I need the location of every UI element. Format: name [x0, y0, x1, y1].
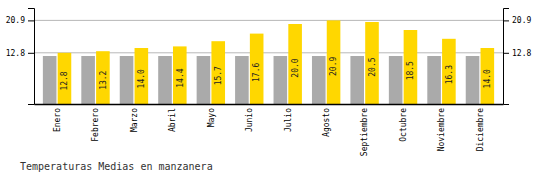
data-labels: 12.8 13.2 14.0 14.4 15.7 17.6 20.0 20.9 20.5 18.5…: [60, 57, 492, 91]
y2-tick-label: 12.8: [512, 49, 531, 58]
bar: [135, 48, 149, 104]
y2-tick: 20.9: [503, 16, 531, 25]
bar: [404, 30, 418, 104]
bar: [481, 48, 495, 104]
y2-tick: 12.8: [503, 49, 531, 58]
data-label: 16.3: [445, 65, 454, 84]
x-tick: Marzo: [130, 104, 139, 132]
x-tick: Febrero: [91, 104, 100, 142]
bar: [96, 51, 110, 104]
data-label: 15.7: [214, 66, 223, 85]
x-tick: Mayo: [207, 104, 216, 127]
bar: [312, 56, 326, 104]
x-tick-label: Junio: [245, 108, 254, 132]
bar: [327, 20, 341, 104]
bar: [158, 56, 172, 104]
x-tick-label: Enero: [53, 108, 62, 132]
bar: [235, 56, 249, 104]
y-tick-label: 20.9: [6, 16, 25, 25]
bar: [365, 22, 379, 104]
x-tick-label: Marzo: [130, 108, 139, 132]
y-tick: 12.8: [6, 49, 34, 58]
y-tick-mark: [28, 20, 34, 21]
data-label: 12.8: [60, 71, 69, 90]
bar: [197, 56, 211, 104]
y2-axis-line: [504, 9, 510, 105]
y-tick-mark: [28, 53, 34, 54]
x-tick-label: Mayo: [207, 108, 216, 127]
data-label: 14.4: [176, 68, 185, 87]
bar: [43, 56, 57, 104]
x-axis: Enero Febrero Marzo Abril Mayo Junio Julio Agos…: [35, 104, 504, 156]
data-label: 17.6: [252, 63, 261, 82]
x-tick-label: Septiembre: [360, 108, 369, 156]
x-tick: Septiembre: [360, 104, 369, 156]
y2-axis: 12.8 20.9: [503, 9, 531, 105]
x-tick-label: Diciembre: [476, 108, 485, 152]
bar: [288, 24, 302, 104]
bar: [81, 56, 95, 104]
x-tick: Diciembre: [476, 104, 485, 151]
y-axis: 12.8 20.9: [6, 9, 35, 105]
x-tick: Junio: [245, 104, 254, 132]
x-tick: Octubre: [399, 104, 408, 142]
bar: [173, 46, 187, 104]
y-tick: 20.9: [6, 16, 34, 25]
grid: [34, 20, 503, 52]
bar: [389, 56, 403, 104]
bar: [58, 53, 72, 104]
bar: [120, 56, 134, 104]
bar: [274, 56, 288, 104]
data-label: 13.2: [99, 70, 108, 89]
y-tick-label: 12.8: [6, 49, 25, 58]
bar: [211, 41, 225, 104]
x-tick: Abril: [168, 104, 177, 132]
bar: [442, 39, 456, 104]
x-tick-label: Noviembre: [437, 108, 446, 152]
x-tick: Enero: [53, 104, 62, 132]
bar: [350, 56, 364, 104]
y2-tick-mark: [503, 53, 509, 54]
bar: [250, 34, 264, 104]
x-tick: Julio: [284, 104, 293, 132]
y2-tick-label: 20.9: [512, 16, 531, 25]
y-axis-line: [28, 9, 35, 105]
bar-series: [58, 20, 494, 104]
y2-tick-mark: [503, 20, 509, 21]
x-tick-label: Agosto: [322, 108, 331, 137]
data-label: 20.0: [291, 58, 300, 77]
data-label: 14.0: [137, 69, 146, 88]
x-tick: Noviembre: [437, 104, 446, 151]
data-label: 18.5: [406, 61, 415, 80]
x-tick-label: Julio: [284, 108, 293, 132]
bar: [466, 56, 480, 104]
x-tick: Agosto: [322, 104, 331, 137]
data-label: 20.5: [368, 57, 377, 76]
x-axis-line: [35, 104, 504, 106]
bar: [427, 56, 441, 104]
data-label: 14.0: [483, 69, 492, 88]
title: Temperaturas Medias en manzanera: [20, 161, 213, 172]
x-tick-label: Abril: [168, 108, 177, 132]
x-tick-label: Octubre: [399, 108, 408, 142]
grid-line: [34, 20, 503, 21]
data-label: 20.9: [329, 57, 338, 76]
bars: [43, 20, 494, 104]
plot: 12.8 13.2 14.0 14.4 15.7 17.6 20.0 20.9 20.5 18.5…: [6, 9, 532, 157]
chart: 12.8 13.2 14.0 14.4 15.7 17.6 20.0 20.9 20.5 18.5…: [0, 0, 537, 174]
x-tick-label: Febrero: [91, 108, 100, 142]
